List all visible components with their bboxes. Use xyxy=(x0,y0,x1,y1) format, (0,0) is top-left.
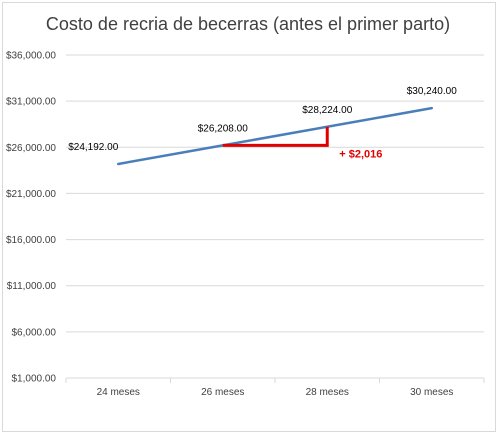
y-tick-label: $31,000.00 xyxy=(6,97,56,108)
data-label: $24,192.00 xyxy=(68,142,118,153)
y-axis-ticks: $1,000.00 $6,000.00 $11,000.00 $16,000.00 $2… xyxy=(6,51,56,385)
x-tick-label: 30 meses xyxy=(410,387,453,398)
series-layer xyxy=(117,106,433,166)
data-label: $26,208.00 xyxy=(198,123,248,134)
x-tick-label: 26 meses xyxy=(201,387,244,398)
x-tick-label: 24 meses xyxy=(97,387,140,398)
y-tick-label: $36,000.00 xyxy=(6,51,56,62)
y-tick-label: $21,000.00 xyxy=(6,189,56,200)
y-tick-label: $26,000.00 xyxy=(6,143,56,154)
chart-title: Costo de recria de becerras (antes el pr… xyxy=(46,14,450,34)
annotation-label: + $2,016 xyxy=(339,148,382,160)
series-line xyxy=(117,106,433,166)
chart-frame xyxy=(2,2,496,432)
y-tick-label: $1,000.00 xyxy=(12,374,57,385)
gridlines xyxy=(66,54,484,379)
x-tick-label: 28 meses xyxy=(306,387,349,398)
y-tick-label: $16,000.00 xyxy=(6,235,56,246)
data-labels: $24,192.00 $26,208.00 $28,224.00 $30,240.00 xyxy=(68,86,457,153)
x-axis-ticks: 24 meses 26 meses 28 meses 30 meses xyxy=(65,378,485,398)
y-tick-label: $6,000.00 xyxy=(12,327,57,338)
data-label: $28,224.00 xyxy=(302,105,352,116)
annotation-layer: + $2,016 xyxy=(222,126,382,160)
y-tick-label: $11,000.00 xyxy=(7,281,57,292)
data-label: $30,240.00 xyxy=(407,86,457,97)
